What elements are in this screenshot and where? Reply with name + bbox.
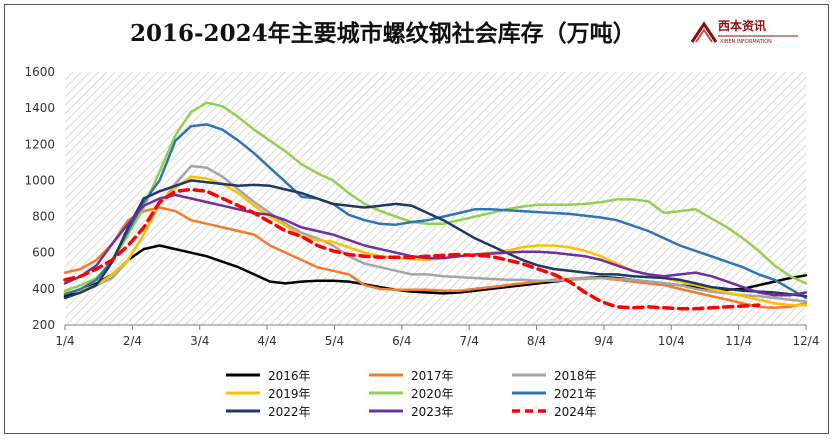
y-tick-label: 1200 [24,137,55,151]
x-tick-label: 1/4 [55,334,74,348]
legend-label: 2023年 [411,405,454,419]
legend-label: 2016年 [268,369,311,383]
x-tick-label: 5/4 [325,334,344,348]
y-tick-label: 600 [32,246,55,260]
series-line-2020年 [63,101,808,292]
y-tick-label: 1000 [24,173,55,187]
y-tick-label: 1600 [24,65,55,79]
legend-label: 2021年 [554,387,597,401]
legend-label: 2020年 [411,387,454,401]
x-tick-label: 12/4 [793,334,820,348]
y-tick-label: 1400 [24,101,55,115]
y-tick-label: 800 [32,210,55,224]
x-tick-label: 6/4 [392,334,411,348]
xiben-logo: XIBEN INFORMATION [690,21,798,45]
x-tick-label: 3/4 [190,334,209,348]
logo-subtext: XIBEN INFORMATION [720,39,772,45]
series-line-2024年 [63,187,761,311]
x-tick-label: 9/4 [594,334,613,348]
legend-label: 2018年 [554,369,597,383]
y-tick-label: 200 [32,318,55,332]
series-line-2017年 [63,206,808,310]
series-line-2018年 [63,164,808,303]
chart-title: 2016-2024年主要城市螺纹钢社会库存（万吨） [130,20,636,47]
y-tick-label: 400 [32,282,55,296]
logo-name: 西本资讯 [718,19,767,33]
legend-label: 2017年 [411,369,454,383]
logo-roof-icon [690,21,718,43]
x-tick-label: 2/4 [123,334,142,348]
x-tick-label: 10/4 [658,334,685,348]
series-line-2023年 [63,193,808,297]
legend-label: 2022年 [268,405,311,419]
x-tick-label: 11/4 [725,334,752,348]
series-line-2022年 [63,179,808,300]
x-tick-label: 8/4 [527,334,546,348]
legend-label: 2019年 [268,387,311,401]
x-tick-label: 7/4 [460,334,479,348]
x-tick-label: 4/4 [257,334,276,348]
legend-label: 2024年 [554,405,597,419]
series-line-2021年 [63,123,808,300]
